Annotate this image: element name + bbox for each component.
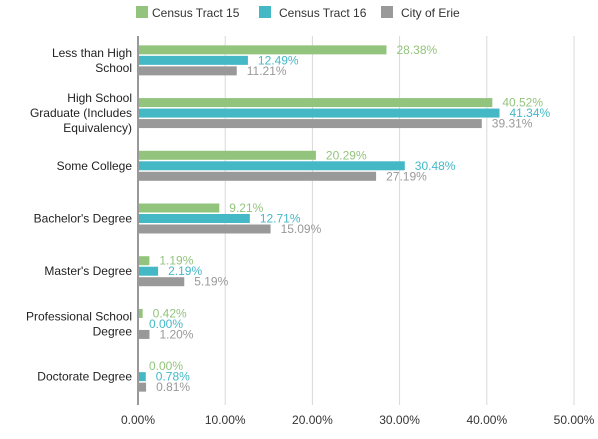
bar: [139, 119, 482, 129]
bar: [139, 66, 237, 76]
data-label: 0.00%: [149, 359, 183, 373]
category-label: Doctorate Degree: [37, 370, 132, 384]
category-label-line: Less than High: [52, 46, 132, 60]
bar: [139, 171, 377, 181]
bar: [139, 224, 271, 234]
data-label: 0.42%: [153, 306, 187, 320]
legend-label: City of Erie: [401, 6, 460, 20]
category-label-line: School: [95, 61, 132, 75]
data-label: 12.49%: [258, 53, 299, 67]
category-label-line: Degree: [93, 324, 133, 338]
category-label-line: Equivalency): [63, 121, 132, 135]
category-label-line: Graduate (Includes: [30, 106, 132, 120]
data-label: 39.31%: [492, 117, 533, 131]
category-label: High School Graduate (Includes Equivalency…: [30, 91, 132, 135]
bar: [139, 150, 316, 160]
x-tick-label: 40.00%: [466, 413, 507, 427]
data-label: 1.19%: [159, 254, 193, 268]
x-tick-label: 20.00%: [292, 413, 333, 427]
data-label: 0.00%: [149, 317, 183, 331]
category-label: Professional School Degree: [26, 309, 132, 338]
bar: [139, 256, 150, 266]
data-label: 20.29%: [326, 148, 367, 162]
data-label: 27.19%: [386, 169, 427, 183]
bar: [139, 266, 159, 276]
data-label: 40.52%: [502, 96, 543, 110]
bar: [139, 45, 387, 55]
legend-swatch: [136, 6, 148, 18]
category-label: Bachelor's Degree: [34, 212, 133, 226]
category-label-line: Bachelor's Degree: [34, 212, 133, 226]
category-label: Master's Degree: [44, 264, 132, 278]
category-label-line: Some College: [57, 159, 133, 173]
category-label-line: Doctorate Degree: [37, 370, 132, 384]
legend-label: Census Tract 16: [279, 6, 367, 20]
legend-swatch: [259, 6, 271, 18]
data-label: 12.71%: [260, 212, 301, 226]
bar: [139, 382, 147, 392]
bar: [139, 308, 143, 318]
data-label: 28.38%: [396, 43, 437, 57]
legend-label: Census Tract 15: [152, 6, 240, 20]
bar: [139, 329, 150, 339]
bar: [139, 277, 185, 287]
category-label-line: High School: [67, 91, 132, 105]
data-label: 9.21%: [229, 201, 263, 215]
legend-swatch: [381, 6, 393, 18]
x-tick-label: 0.00%: [121, 413, 155, 427]
data-label: 41.34%: [509, 106, 550, 120]
bar: [139, 98, 493, 108]
data-label: 2.19%: [168, 264, 202, 278]
x-tick-label: 50.00%: [554, 413, 595, 427]
x-tick-label: 30.00%: [379, 413, 420, 427]
data-label: 5.19%: [194, 275, 228, 289]
bar: [139, 55, 248, 65]
category-label: Less than High School: [52, 46, 132, 75]
category-label-line: Professional School: [26, 309, 132, 323]
bar: [139, 372, 146, 382]
bar: [139, 214, 250, 223]
x-tick-label: 10.00%: [205, 413, 246, 427]
bar: [139, 161, 405, 171]
data-label: 1.20%: [159, 327, 193, 341]
bar: [139, 203, 220, 213]
bar: [139, 108, 500, 118]
data-label: 0.78%: [156, 370, 190, 384]
data-label: 30.48%: [415, 159, 456, 173]
category-label: Some College: [57, 159, 133, 173]
data-label: 11.21%: [247, 64, 287, 78]
category-label-line: Master's Degree: [44, 264, 132, 278]
data-label: 0.81%: [156, 380, 190, 394]
data-label: 15.09%: [281, 222, 322, 236]
